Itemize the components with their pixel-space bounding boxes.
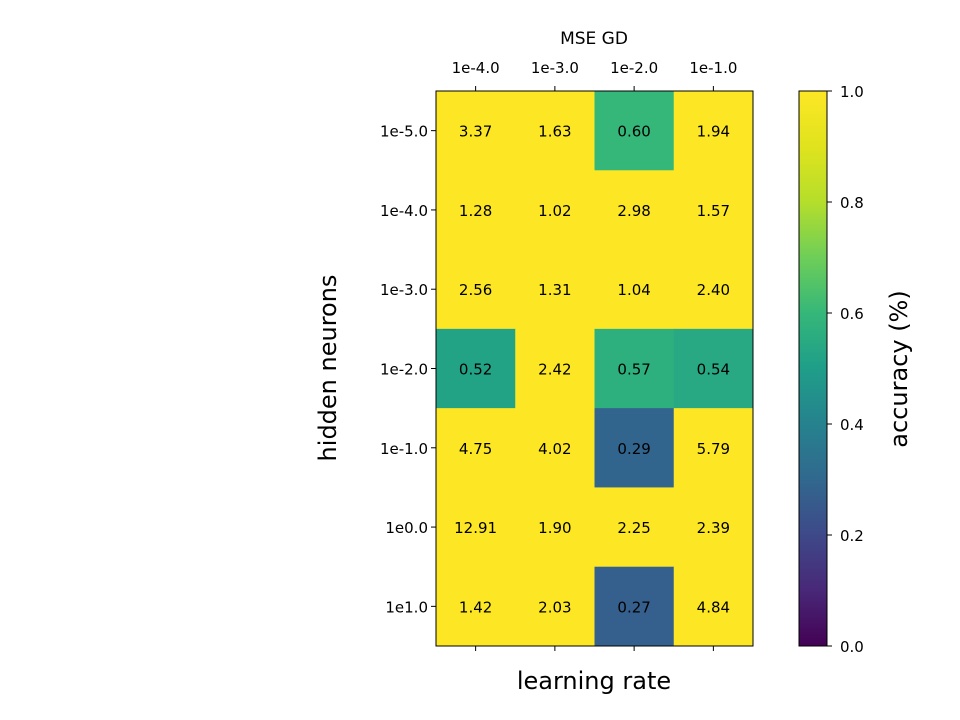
heatmap-cell	[673, 91, 754, 171]
heatmap-cell	[594, 408, 675, 488]
cell-value-label: 0.27	[617, 598, 650, 616]
x-tick-label: 1e-4.0	[452, 59, 500, 77]
heatmap-cell	[673, 328, 754, 409]
cell-value-label: 4.84	[697, 598, 730, 616]
y-axis-ticks: 1e-5.0 1e-4.0 1e-3.0 1e-2.0 1e-1.0 1e0.0 1e1.0	[380, 123, 436, 616]
cell-value-label: 2.39	[697, 519, 730, 537]
heatmap-cell	[673, 487, 754, 568]
cell-value-label: 1.63	[538, 123, 571, 141]
cell-value-label: 12.91	[454, 519, 497, 537]
y-axis-label: hidden neurons	[314, 275, 342, 462]
heatmap-cell	[436, 408, 516, 488]
cell-value-label: 1.94	[697, 123, 730, 141]
cell-value-label: 2.56	[459, 281, 492, 299]
cell-value-label: 1.57	[697, 202, 730, 220]
cell-value-label: 1.90	[538, 519, 571, 537]
cell-value-label: 4.02	[538, 440, 571, 458]
colorbar-tick-label: 0.4	[840, 416, 864, 434]
cell-value-label: 2.03	[538, 598, 571, 616]
heatmap-cell	[436, 328, 516, 409]
cell-value-label: 1.31	[538, 281, 571, 299]
heatmap-cell	[673, 170, 754, 251]
heatmap-cell	[673, 566, 754, 647]
heatmap-cell	[594, 328, 675, 409]
x-axis-ticks: 1e-4.0 1e-3.0 1e-2.0 1e-1.0	[452, 59, 737, 651]
chart-title: MSE GD	[560, 29, 628, 49]
heatmap-cell-labels: 3.37 1.63 0.60 1.94 1.28 1.02 2.98 1.57 2.56 1.31…	[454, 123, 730, 617]
heatmap-cell	[515, 328, 595, 409]
x-axis-label: learning rate	[517, 667, 671, 695]
cell-value-label: 1.02	[538, 202, 571, 220]
y-tick-label: 1e0.0	[385, 519, 428, 537]
heatmap-cells	[436, 91, 754, 647]
cell-value-label: 1.04	[617, 281, 650, 299]
cell-value-label: 2.25	[617, 519, 650, 537]
heatmap-cell	[436, 487, 516, 568]
cell-value-label: 0.52	[459, 361, 492, 379]
colorbar-tick-label: 0.6	[840, 305, 864, 323]
cell-value-label: 2.40	[697, 281, 730, 299]
heatmap-cell	[594, 249, 675, 330]
y-tick-label: 1e-4.0	[380, 202, 428, 220]
cell-value-label: 2.42	[538, 361, 571, 379]
heatmap-cell	[594, 91, 675, 171]
cell-value-label: 3.37	[459, 123, 492, 141]
colorbar-label: accuracy (%)	[885, 290, 913, 447]
heatmap-cell	[436, 249, 516, 330]
colorbar-tick-label: 0.2	[840, 527, 864, 545]
y-tick-label: 1e-1.0	[380, 440, 428, 458]
cell-value-label: 1.42	[459, 598, 492, 616]
y-tick-label: 1e-5.0	[380, 123, 428, 141]
heatmap-cell	[594, 566, 675, 647]
y-tick-label: 1e-3.0	[380, 281, 428, 299]
colorbar-ticks: 0.0 0.2 0.4 0.6 0.8 1.0	[827, 83, 864, 656]
colorbar-tick-label: 0.0	[840, 638, 864, 656]
heatmap-cell	[515, 170, 595, 251]
x-tick-label: 1e-1.0	[689, 59, 737, 77]
cell-value-label: 2.98	[617, 202, 650, 220]
heatmap-cell	[515, 566, 595, 647]
cell-value-label: 4.75	[459, 440, 492, 458]
heatmap-cell	[436, 566, 516, 647]
x-tick-label: 1e-2.0	[610, 59, 658, 77]
cell-value-label: 0.29	[617, 440, 650, 458]
heatmap-cell	[673, 408, 754, 488]
y-tick-label: 1e-2.0	[380, 361, 428, 379]
cell-value-label: 0.54	[697, 361, 730, 379]
cell-value-label: 0.60	[617, 123, 650, 141]
colorbar-tick-label: 0.8	[840, 194, 864, 212]
colorbar	[798, 90, 828, 647]
x-tick-label: 1e-3.0	[531, 59, 579, 77]
heatmap-cell	[594, 487, 675, 568]
heatmap-cell	[515, 487, 595, 568]
cell-value-label: 5.79	[697, 440, 730, 458]
heatmap-cell	[594, 170, 675, 251]
colorbar-tick-label: 1.0	[840, 83, 864, 101]
y-tick-label: 1e1.0	[385, 598, 428, 616]
cell-value-label: 0.57	[617, 361, 650, 379]
heatmap-cell	[436, 170, 516, 251]
heatmap-cell	[515, 249, 595, 330]
heatmap-cell	[515, 408, 595, 488]
heatmap-cell	[673, 249, 754, 330]
heatmap-cell	[436, 91, 516, 171]
cell-value-label: 1.28	[459, 202, 492, 220]
heatmap-cell	[515, 91, 595, 171]
